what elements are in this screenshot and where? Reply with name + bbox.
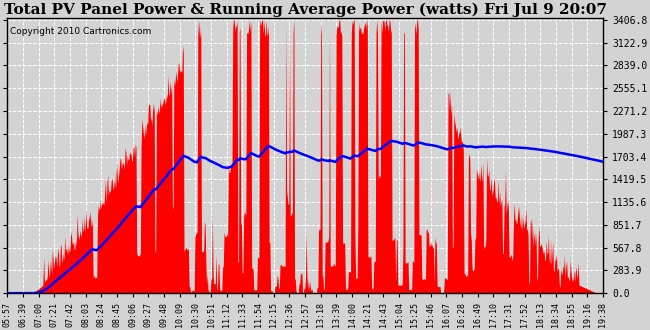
Text: Copyright 2010 Cartronics.com: Copyright 2010 Cartronics.com	[10, 27, 151, 36]
Title: Total PV Panel Power & Running Average Power (watts) Fri Jul 9 20:07: Total PV Panel Power & Running Average P…	[4, 3, 606, 17]
